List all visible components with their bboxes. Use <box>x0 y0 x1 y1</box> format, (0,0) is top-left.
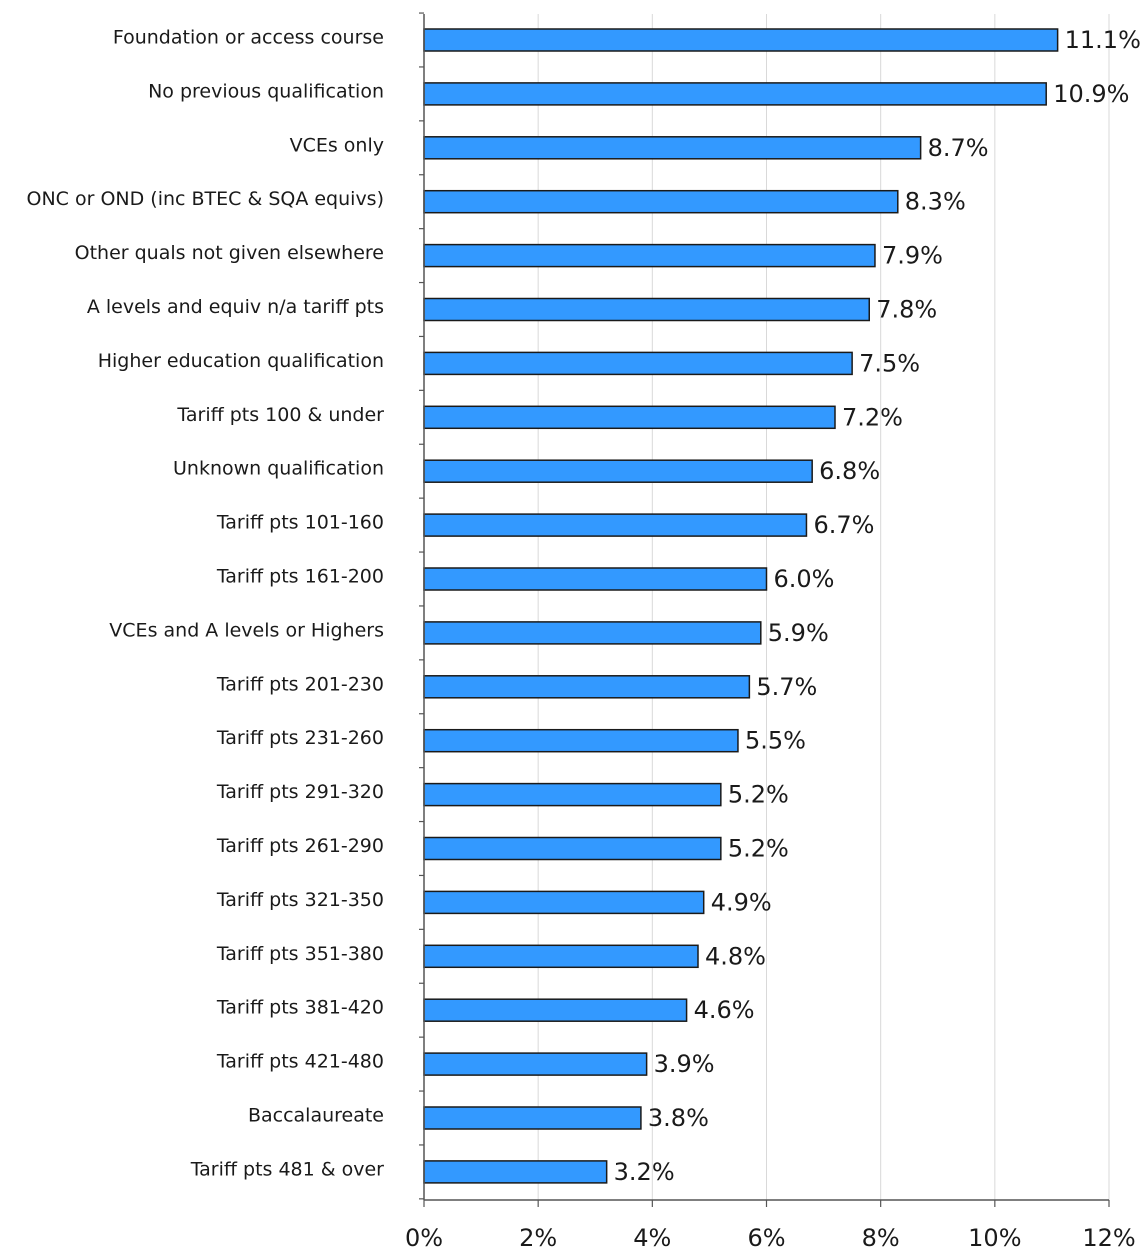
category-label-2: VCEs only <box>290 134 384 156</box>
category-label-6: Higher education qualification <box>98 350 384 372</box>
category-label-3: ONC or OND (inc BTEC & SQA equivs) <box>27 188 385 210</box>
bar-2 <box>423 136 922 160</box>
data-label-20: 3.8% <box>648 1104 709 1132</box>
data-label-1: 10.9% <box>1053 80 1129 108</box>
data-label-15: 5.2% <box>728 835 789 863</box>
category-label-10: Tariff pts 161-200 <box>216 566 384 588</box>
x-tick-label-5: 10% <box>968 1224 1021 1252</box>
category-label-4: Other quals not given elsewhere <box>75 242 384 264</box>
data-label-9: 6.7% <box>813 511 874 539</box>
bar-5 <box>423 297 870 322</box>
category-label-13: Tariff pts 231-260 <box>216 727 384 749</box>
bar-16 <box>423 890 705 915</box>
data-label-21: 3.2% <box>614 1158 675 1186</box>
bar-7 <box>423 405 836 430</box>
axes <box>419 12 1110 1207</box>
data-label-8: 6.8% <box>819 457 880 485</box>
data-label-14: 5.2% <box>728 781 789 809</box>
x-tick-label-2: 4% <box>633 1224 671 1252</box>
x-tick-label-1: 2% <box>519 1224 557 1252</box>
x-tick-label-0: 0% <box>405 1224 443 1252</box>
category-label-8: Unknown qualification <box>173 458 384 480</box>
category-label-5: A levels and equiv n/a tariff pts <box>87 296 384 318</box>
category-label-15: Tariff pts 261-290 <box>216 835 384 857</box>
data-label-7: 7.2% <box>842 403 903 431</box>
category-label-21: Tariff pts 481 & over <box>190 1158 384 1180</box>
bar-15 <box>423 836 722 861</box>
data-label-12: 5.7% <box>756 673 817 701</box>
bar-20 <box>423 1106 642 1130</box>
bar-12 <box>423 675 751 699</box>
bar-10 <box>423 567 768 591</box>
data-label-10: 6.0% <box>774 565 835 593</box>
category-label-1: No previous qualification <box>148 80 384 102</box>
category-label-19: Tariff pts 421-480 <box>216 1051 384 1073</box>
category-label-17: Tariff pts 351-380 <box>216 943 384 965</box>
bar-1 <box>423 82 1047 106</box>
category-label-0: Foundation or access course <box>113 27 384 49</box>
bar-17 <box>423 944 699 969</box>
bar-3 <box>423 189 899 214</box>
category-label-18: Tariff pts 381-420 <box>216 997 384 1019</box>
bar-18 <box>423 998 688 1022</box>
data-label-11: 5.9% <box>768 619 829 647</box>
bar-11 <box>423 621 762 645</box>
x-tick-label-6: 12% <box>1082 1224 1135 1252</box>
data-label-3: 8.3% <box>905 188 966 216</box>
data-label-13: 5.5% <box>745 727 806 755</box>
bar-0 <box>423 28 1059 52</box>
category-label-12: Tariff pts 201-230 <box>216 673 384 695</box>
bar-14 <box>423 782 722 807</box>
category-label-9: Tariff pts 101-160 <box>216 512 384 534</box>
data-label-4: 7.9% <box>882 242 943 270</box>
data-label-0: 11.1% <box>1065 26 1141 54</box>
data-label-16: 4.9% <box>711 888 772 916</box>
bar-19 <box>423 1052 648 1076</box>
x-tick-label-4: 8% <box>862 1224 900 1252</box>
bar-4 <box>423 243 876 268</box>
category-label-11: VCEs and A levels or Highers <box>109 619 384 641</box>
bar-8 <box>423 459 813 483</box>
bar-13 <box>423 728 739 753</box>
labels: Foundation or access course 11.1% No previ… <box>27 26 1141 1252</box>
category-label-16: Tariff pts 321-350 <box>216 889 384 911</box>
bar-9 <box>423 513 808 537</box>
category-label-14: Tariff pts 291-320 <box>216 781 384 803</box>
data-label-2: 8.7% <box>928 134 989 162</box>
data-label-5: 7.8% <box>876 296 937 324</box>
category-label-20: Baccalaureate <box>248 1105 384 1127</box>
data-label-19: 3.9% <box>654 1050 715 1078</box>
x-tick-label-3: 6% <box>747 1224 785 1252</box>
category-label-7: Tariff pts 100 & under <box>176 404 384 426</box>
data-label-17: 4.8% <box>705 942 766 970</box>
bar-21 <box>423 1160 608 1184</box>
bar-6 <box>423 351 853 376</box>
data-label-18: 4.6% <box>694 996 755 1024</box>
data-label-6: 7.5% <box>859 349 920 377</box>
